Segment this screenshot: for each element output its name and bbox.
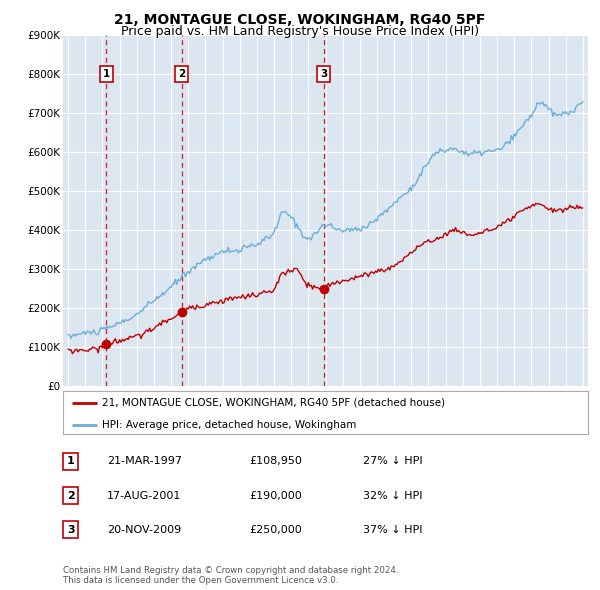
Text: 32% ↓ HPI: 32% ↓ HPI — [363, 491, 422, 500]
Text: 3: 3 — [320, 70, 328, 80]
Text: 37% ↓ HPI: 37% ↓ HPI — [363, 525, 422, 535]
Text: 21, MONTAGUE CLOSE, WOKINGHAM, RG40 5PF (detached house): 21, MONTAGUE CLOSE, WOKINGHAM, RG40 5PF … — [103, 398, 445, 408]
Text: £250,000: £250,000 — [249, 525, 302, 535]
Text: 21, MONTAGUE CLOSE, WOKINGHAM, RG40 5PF: 21, MONTAGUE CLOSE, WOKINGHAM, RG40 5PF — [115, 13, 485, 27]
Text: 3: 3 — [67, 525, 74, 535]
Text: £190,000: £190,000 — [249, 491, 302, 500]
Text: 2: 2 — [178, 70, 185, 80]
Text: 2: 2 — [67, 491, 74, 500]
Text: 27% ↓ HPI: 27% ↓ HPI — [363, 457, 422, 466]
Text: 1: 1 — [67, 457, 74, 466]
Text: HPI: Average price, detached house, Wokingham: HPI: Average price, detached house, Woki… — [103, 420, 357, 430]
Text: 20-NOV-2009: 20-NOV-2009 — [107, 525, 181, 535]
Text: Contains HM Land Registry data © Crown copyright and database right 2024.
This d: Contains HM Land Registry data © Crown c… — [63, 566, 398, 585]
Text: 17-AUG-2001: 17-AUG-2001 — [107, 491, 181, 500]
Text: 1: 1 — [103, 70, 110, 80]
Text: Price paid vs. HM Land Registry's House Price Index (HPI): Price paid vs. HM Land Registry's House … — [121, 25, 479, 38]
Text: 21-MAR-1997: 21-MAR-1997 — [107, 457, 182, 466]
Text: £108,950: £108,950 — [249, 457, 302, 466]
